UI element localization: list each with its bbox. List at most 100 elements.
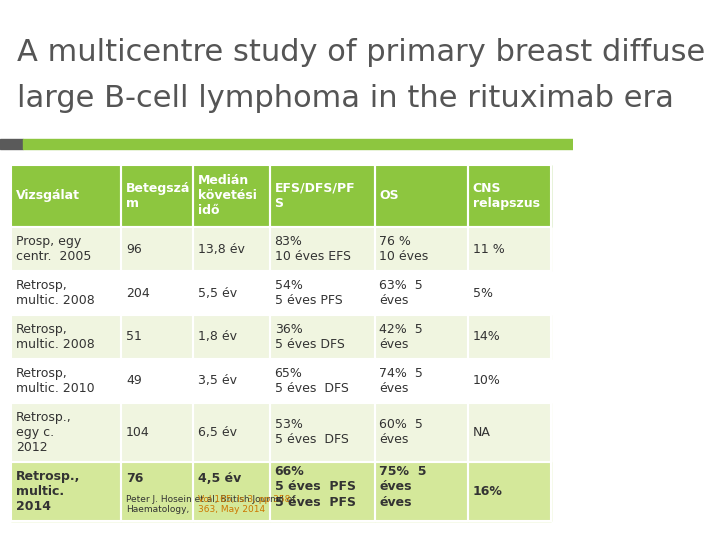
- Bar: [270, 462, 374, 521]
- Text: 5,5 év: 5,5 év: [197, 287, 237, 300]
- Bar: [468, 403, 551, 462]
- Bar: [122, 271, 193, 315]
- Bar: [12, 403, 122, 462]
- Text: Betegszá
m: Betegszá m: [126, 182, 190, 210]
- Bar: [468, 315, 551, 359]
- Text: 75%  5
éves: 75% 5 éves: [379, 464, 427, 492]
- Bar: [468, 271, 551, 315]
- Text: 36%
5 éves DFS: 36% 5 éves DFS: [274, 323, 344, 351]
- Bar: [193, 227, 270, 271]
- Bar: [468, 462, 551, 521]
- Text: Vol 165, Is 3, pp 358–
363, May 2014: Vol 165, Is 3, pp 358– 363, May 2014: [197, 495, 294, 514]
- Bar: [193, 227, 270, 271]
- Text: 51: 51: [126, 330, 142, 343]
- Text: 53%
5 éves  DFS: 53% 5 éves DFS: [274, 418, 348, 447]
- Text: 76 %
10 éves: 76 % 10 éves: [379, 235, 428, 263]
- Text: 66%
5 éves  PFS: 66% 5 éves PFS: [274, 464, 356, 492]
- Bar: [270, 403, 374, 462]
- Text: Medián
követési
idő: Medián követési idő: [197, 174, 256, 218]
- Bar: [270, 315, 374, 359]
- Bar: [468, 227, 551, 271]
- Bar: [468, 403, 551, 462]
- Bar: [374, 227, 468, 271]
- Bar: [12, 359, 122, 403]
- Bar: [12, 227, 122, 271]
- Bar: [193, 165, 270, 227]
- Bar: [374, 165, 468, 227]
- Bar: [122, 165, 193, 227]
- Bar: [270, 271, 374, 315]
- Bar: [12, 403, 122, 462]
- Bar: [12, 227, 122, 271]
- Text: 4,5 év: 4,5 év: [197, 472, 240, 485]
- Bar: [193, 271, 270, 315]
- Bar: [270, 165, 374, 227]
- Text: Retrosp.,
multic.
2014: Retrosp., multic. 2014: [16, 470, 81, 513]
- Bar: [193, 359, 270, 403]
- Bar: [193, 403, 270, 462]
- Bar: [122, 315, 193, 359]
- Text: 11 %: 11 %: [472, 242, 505, 255]
- Text: 14%: 14%: [472, 330, 500, 343]
- Text: 16%: 16%: [472, 485, 503, 498]
- Bar: [12, 271, 122, 315]
- Bar: [270, 403, 374, 462]
- Text: EFS/DFS/PF
S: EFS/DFS/PF S: [274, 182, 355, 210]
- Text: large B-cell lymphoma in the rituximab era: large B-cell lymphoma in the rituximab e…: [17, 84, 674, 113]
- Bar: [193, 462, 270, 521]
- Bar: [193, 462, 270, 521]
- Text: 96: 96: [126, 242, 142, 255]
- Bar: [12, 315, 122, 359]
- Bar: [468, 271, 551, 315]
- Bar: [374, 403, 468, 462]
- Text: Prosp, egy
centr.  2005: Prosp, egy centr. 2005: [16, 235, 91, 263]
- Bar: [12, 271, 122, 315]
- Bar: [270, 315, 374, 359]
- Text: A multicentre study of primary breast diffuse: A multicentre study of primary breast di…: [17, 38, 706, 67]
- Text: 1,8 év: 1,8 év: [197, 330, 237, 343]
- Text: 104: 104: [126, 426, 150, 439]
- Text: 49: 49: [126, 374, 142, 387]
- Bar: [12, 315, 122, 359]
- Bar: [374, 359, 468, 403]
- Bar: [270, 227, 374, 271]
- Bar: [193, 315, 270, 359]
- Bar: [374, 462, 468, 521]
- Bar: [122, 165, 193, 227]
- Text: 74%  5
éves: 74% 5 éves: [379, 367, 423, 395]
- Bar: [374, 359, 468, 403]
- Text: 42%  5
éves: 42% 5 éves: [379, 323, 423, 351]
- Text: 65%
5 éves  DFS: 65% 5 éves DFS: [274, 367, 348, 395]
- Bar: [374, 165, 468, 227]
- Bar: [122, 462, 193, 521]
- Text: 204: 204: [126, 287, 150, 300]
- Text: 63%  5
éves: 63% 5 éves: [379, 279, 423, 307]
- Text: Retrosp.,
egy c.
2012: Retrosp., egy c. 2012: [16, 411, 72, 454]
- Bar: [122, 359, 193, 403]
- Bar: [122, 359, 193, 403]
- Bar: [374, 462, 468, 521]
- Bar: [193, 315, 270, 359]
- Text: Retrosp,
multic. 2008: Retrosp, multic. 2008: [16, 279, 95, 307]
- Text: Retrosp,
multic. 2010: Retrosp, multic. 2010: [16, 367, 94, 395]
- Bar: [122, 462, 193, 521]
- Bar: [193, 403, 270, 462]
- Bar: [12, 165, 122, 227]
- Text: 5%: 5%: [472, 287, 492, 300]
- Bar: [468, 227, 551, 271]
- Text: 54%
5 éves PFS: 54% 5 éves PFS: [274, 279, 342, 307]
- Bar: [270, 462, 374, 521]
- Bar: [12, 359, 122, 403]
- Bar: [122, 403, 193, 462]
- Text: NA: NA: [472, 426, 490, 439]
- Bar: [12, 165, 122, 227]
- Text: OS: OS: [379, 190, 399, 202]
- Text: éves: éves: [379, 496, 412, 509]
- Bar: [374, 315, 468, 359]
- Bar: [23, 139, 573, 148]
- Bar: [270, 227, 374, 271]
- Bar: [270, 165, 374, 227]
- Bar: [12, 462, 122, 521]
- Bar: [374, 315, 468, 359]
- Text: 13,8 év: 13,8 év: [197, 242, 245, 255]
